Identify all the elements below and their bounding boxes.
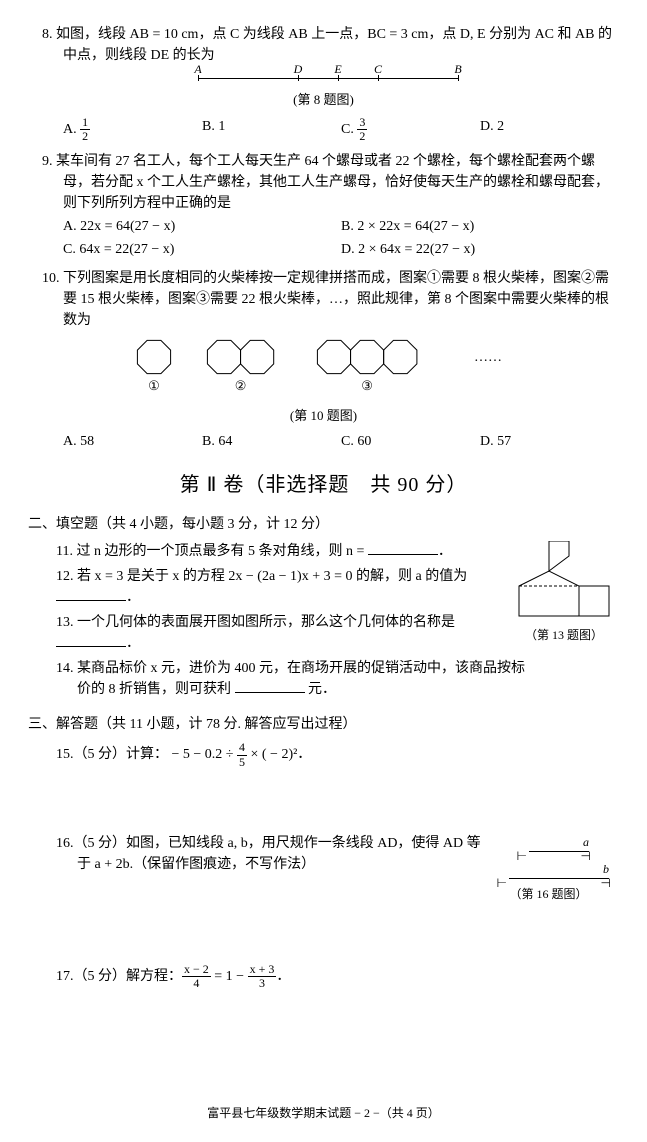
- svg-text:①: ①: [148, 378, 160, 393]
- q9-text: 9. 某车间有 27 名工人，每个工人每天生产 64 个螺母或者 22 个螺栓，…: [28, 151, 619, 214]
- q8-opt-c: C. 32: [341, 116, 480, 143]
- svg-text:③: ③: [361, 378, 373, 393]
- q9-opt-d: D. 2 × 64x = 22(27 − x): [341, 239, 619, 260]
- question-14: 14. 某商品标价 x 元，进价为 400 元，在商场开展的促销活动中，该商品按…: [56, 658, 619, 700]
- q9-opt-a: A. 22x = 64(27 − x): [63, 216, 341, 237]
- q10-figure: ① ② ③ ……: [28, 335, 619, 402]
- question-8: 8. 如图，线段 AB = 10 cm，点 C 为线段 AB 上一点，BC = …: [28, 24, 619, 143]
- question-15: 15.（5 分）计算： − 5 − 0.2 ÷ 45 × ( − 2)²．: [56, 741, 619, 768]
- q8-figure: ADECB: [28, 72, 619, 88]
- solve-heading: 三、解答题（共 11 小题，计 78 分. 解答应写出过程）: [28, 714, 619, 735]
- q10-text: 10. 下列图案是用长度相同的火柴棒按一定规律拼搭而成，图案①需要 8 根火柴棒…: [28, 268, 619, 331]
- net-unfold-icon: [514, 541, 614, 621]
- q8-opt-d: D. 2: [480, 116, 619, 143]
- section-2-title: 第 Ⅱ 卷（非选择题 共 90 分）: [28, 470, 619, 500]
- q10-opt-d: D. 57: [480, 431, 619, 452]
- q10-opt-b: B. 64: [202, 431, 341, 452]
- matchstick-octagons-icon: ① ② ③ ……: [114, 335, 534, 395]
- segment-a-icon: a ⊢ ⊣: [499, 833, 619, 852]
- q10-options: A. 58 B. 64 C. 60 D. 57: [28, 431, 619, 452]
- question-16: a ⊢ ⊣ b ⊢ ⊣ （第 16 题图） 16.（5 分）如图，已知线段 a,…: [56, 833, 619, 903]
- fill-heading: 二、填空题（共 4 小题，每小题 3 分，计 12 分）: [28, 514, 619, 535]
- q9-opt-b: B. 2 × 22x = 64(27 − x): [341, 216, 619, 237]
- q9-options: A. 22x = 64(27 − x) B. 2 × 22x = 64(27 −…: [28, 216, 619, 260]
- q10-fig-caption: (第 10 题图): [28, 406, 619, 426]
- svg-text:……: ……: [474, 350, 502, 365]
- q8-fig-caption: (第 8 题图): [28, 90, 619, 110]
- q10-opt-c: C. 60: [341, 431, 480, 452]
- q9-opt-c: C. 64x = 22(27 − x): [63, 239, 341, 260]
- q8-opt-b: B. 1: [202, 116, 341, 143]
- q8-options: A. 12 B. 1 C. 32 D. 2: [28, 116, 619, 143]
- page-footer: 富平县七年级数学期末试题 − 2 −（共 4 页）: [28, 1104, 619, 1122]
- question-10: 10. 下列图案是用长度相同的火柴棒按一定规律拼搭而成，图案①需要 8 根火柴棒…: [28, 268, 619, 453]
- q8-opt-a: A. 12: [63, 116, 202, 143]
- q13-fig-caption: （第 13 题图）: [509, 626, 619, 644]
- question-17: 17.（5 分）解方程：x − 24 = 1 − x + 33．: [56, 963, 619, 990]
- q8-text: 8. 如图，线段 AB = 10 cm，点 C 为线段 AB 上一点，BC = …: [28, 24, 619, 66]
- question-9: 9. 某车间有 27 名工人，每个工人每天生产 64 个螺母或者 22 个螺栓，…: [28, 151, 619, 260]
- svg-text:②: ②: [234, 378, 246, 393]
- q10-opt-a: A. 58: [63, 431, 202, 452]
- q13-figure-box: （第 13 题图）: [509, 541, 619, 644]
